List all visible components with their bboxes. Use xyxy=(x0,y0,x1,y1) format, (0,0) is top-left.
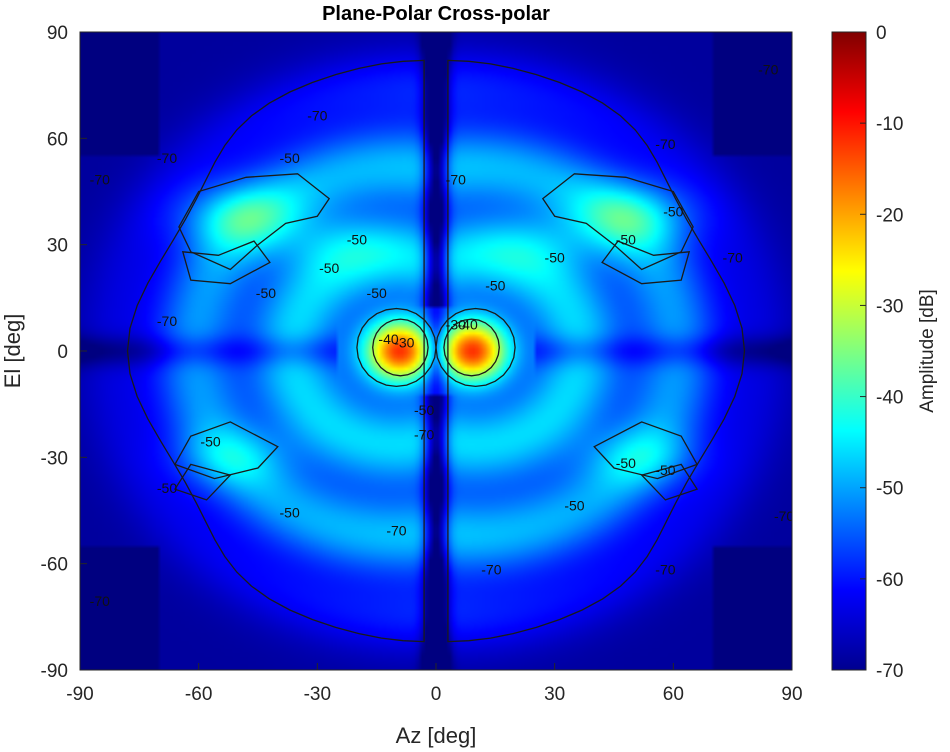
contour-line xyxy=(126,59,425,643)
contour-label: -70 xyxy=(90,171,110,187)
contour-label: -50 xyxy=(564,498,584,514)
contour-label: -50 xyxy=(655,462,675,478)
y-axis-label: El [deg] xyxy=(0,314,25,389)
contour-label: -50 xyxy=(280,150,300,166)
contour-label: -70 xyxy=(655,136,675,152)
contour-label: -70 xyxy=(157,313,177,329)
contour-label: -70 xyxy=(414,427,434,443)
contour-line xyxy=(181,240,271,285)
colorbar-tick-label: -40 xyxy=(876,388,903,409)
contour-line xyxy=(356,307,437,388)
contour-label: -70 xyxy=(774,508,794,524)
chart-title: Plane-Polar Cross-polar xyxy=(322,3,550,25)
contour-label: -50 xyxy=(256,285,276,301)
contour-line xyxy=(541,173,694,271)
colorbar-label: Amplitude [dB] xyxy=(917,289,938,413)
x-axis-label: Az [deg] xyxy=(396,723,477,748)
colorbar-tick-label: -60 xyxy=(876,570,903,591)
colorbar-gradient xyxy=(831,31,867,671)
contour-line xyxy=(372,318,429,377)
colorbar: 0 -10 -20 -30 -40 -50 -60 -70 Amplitude [dB] xyxy=(831,23,938,682)
y-tick-label: 30 xyxy=(47,236,68,257)
contour-label: -70 xyxy=(481,561,501,577)
contour-label: -70 xyxy=(723,249,743,265)
contour-labels: -70 -70 -70 -70 -70 -70 -70 -70 -70 -70 -70 -70 -70 -… xyxy=(90,62,794,610)
x-tick-label: 30 xyxy=(544,684,565,705)
contour-label: -70 xyxy=(90,593,110,609)
x-tick-label: 90 xyxy=(781,684,802,705)
y-tick-label: -60 xyxy=(41,555,68,576)
contour-lines xyxy=(126,59,746,643)
contour-label: -70 xyxy=(307,108,327,124)
colorbar-tick-label: -50 xyxy=(876,479,903,500)
contour-label: -70 xyxy=(157,150,177,166)
contour-label: -30 xyxy=(394,334,414,350)
contour-label: -40 xyxy=(378,331,398,347)
y-tick-label: -30 xyxy=(41,448,68,469)
y-tick-label: 0 xyxy=(57,342,68,363)
contour-label: -70 xyxy=(758,62,778,78)
contour-label: -50 xyxy=(280,505,300,521)
contour-label: -50 xyxy=(663,203,683,219)
contour-label: -30 xyxy=(446,317,466,333)
x-tick-label: -30 xyxy=(304,684,331,705)
contour-label: -50 xyxy=(200,434,220,450)
contour-line xyxy=(173,463,232,501)
y-tick-label: 90 xyxy=(47,23,68,44)
contour-label: -50 xyxy=(616,232,636,248)
contour-line xyxy=(601,240,691,285)
y-tick-label: 60 xyxy=(47,129,68,150)
x-tick-label: -60 xyxy=(185,684,212,705)
colorbar-tick-label: -70 xyxy=(876,661,903,682)
contour-label: -70 xyxy=(655,561,675,577)
contour-line xyxy=(447,59,746,643)
x-tick-label: -90 xyxy=(66,684,93,705)
contour-label: -50 xyxy=(319,260,339,276)
contour-label: -50 xyxy=(545,249,565,265)
contour-label: -50 xyxy=(367,285,387,301)
contour-label: -50 xyxy=(485,278,505,294)
contour-label: -50 xyxy=(157,480,177,496)
contour-label: -50 xyxy=(347,232,367,248)
colorbar-ticks: 0 -10 -20 -30 -40 -50 -60 -70 xyxy=(860,23,903,682)
colorbar-tick-label: -10 xyxy=(876,114,903,135)
colorbar-tick-label: -20 xyxy=(876,205,903,226)
contour-label: -50 xyxy=(414,402,434,418)
y-tick-label: -90 xyxy=(41,661,68,682)
contour-label: -70 xyxy=(386,522,406,538)
contour-label: -40 xyxy=(458,317,478,333)
colorbar-tick-label: 0 xyxy=(876,23,887,44)
contour-line xyxy=(443,318,500,377)
colorbar-tick-label: -30 xyxy=(876,296,903,317)
plot-area: -70 -70 -70 -70 -70 -70 -70 -70 -70 -70 -70 -70 -70 -… xyxy=(80,32,794,670)
contour-label: -50 xyxy=(616,455,636,471)
contour-label: -70 xyxy=(446,171,466,187)
x-tick-label: 0 xyxy=(431,684,442,705)
x-axis-ticks: -90 -60 -30 0 30 60 90 xyxy=(66,663,803,705)
contour-line xyxy=(640,463,699,501)
contour-line xyxy=(178,173,331,271)
y-axis-ticks: 90 60 30 0 -30 -60 -90 xyxy=(41,23,87,682)
x-tick-label: 60 xyxy=(663,684,684,705)
